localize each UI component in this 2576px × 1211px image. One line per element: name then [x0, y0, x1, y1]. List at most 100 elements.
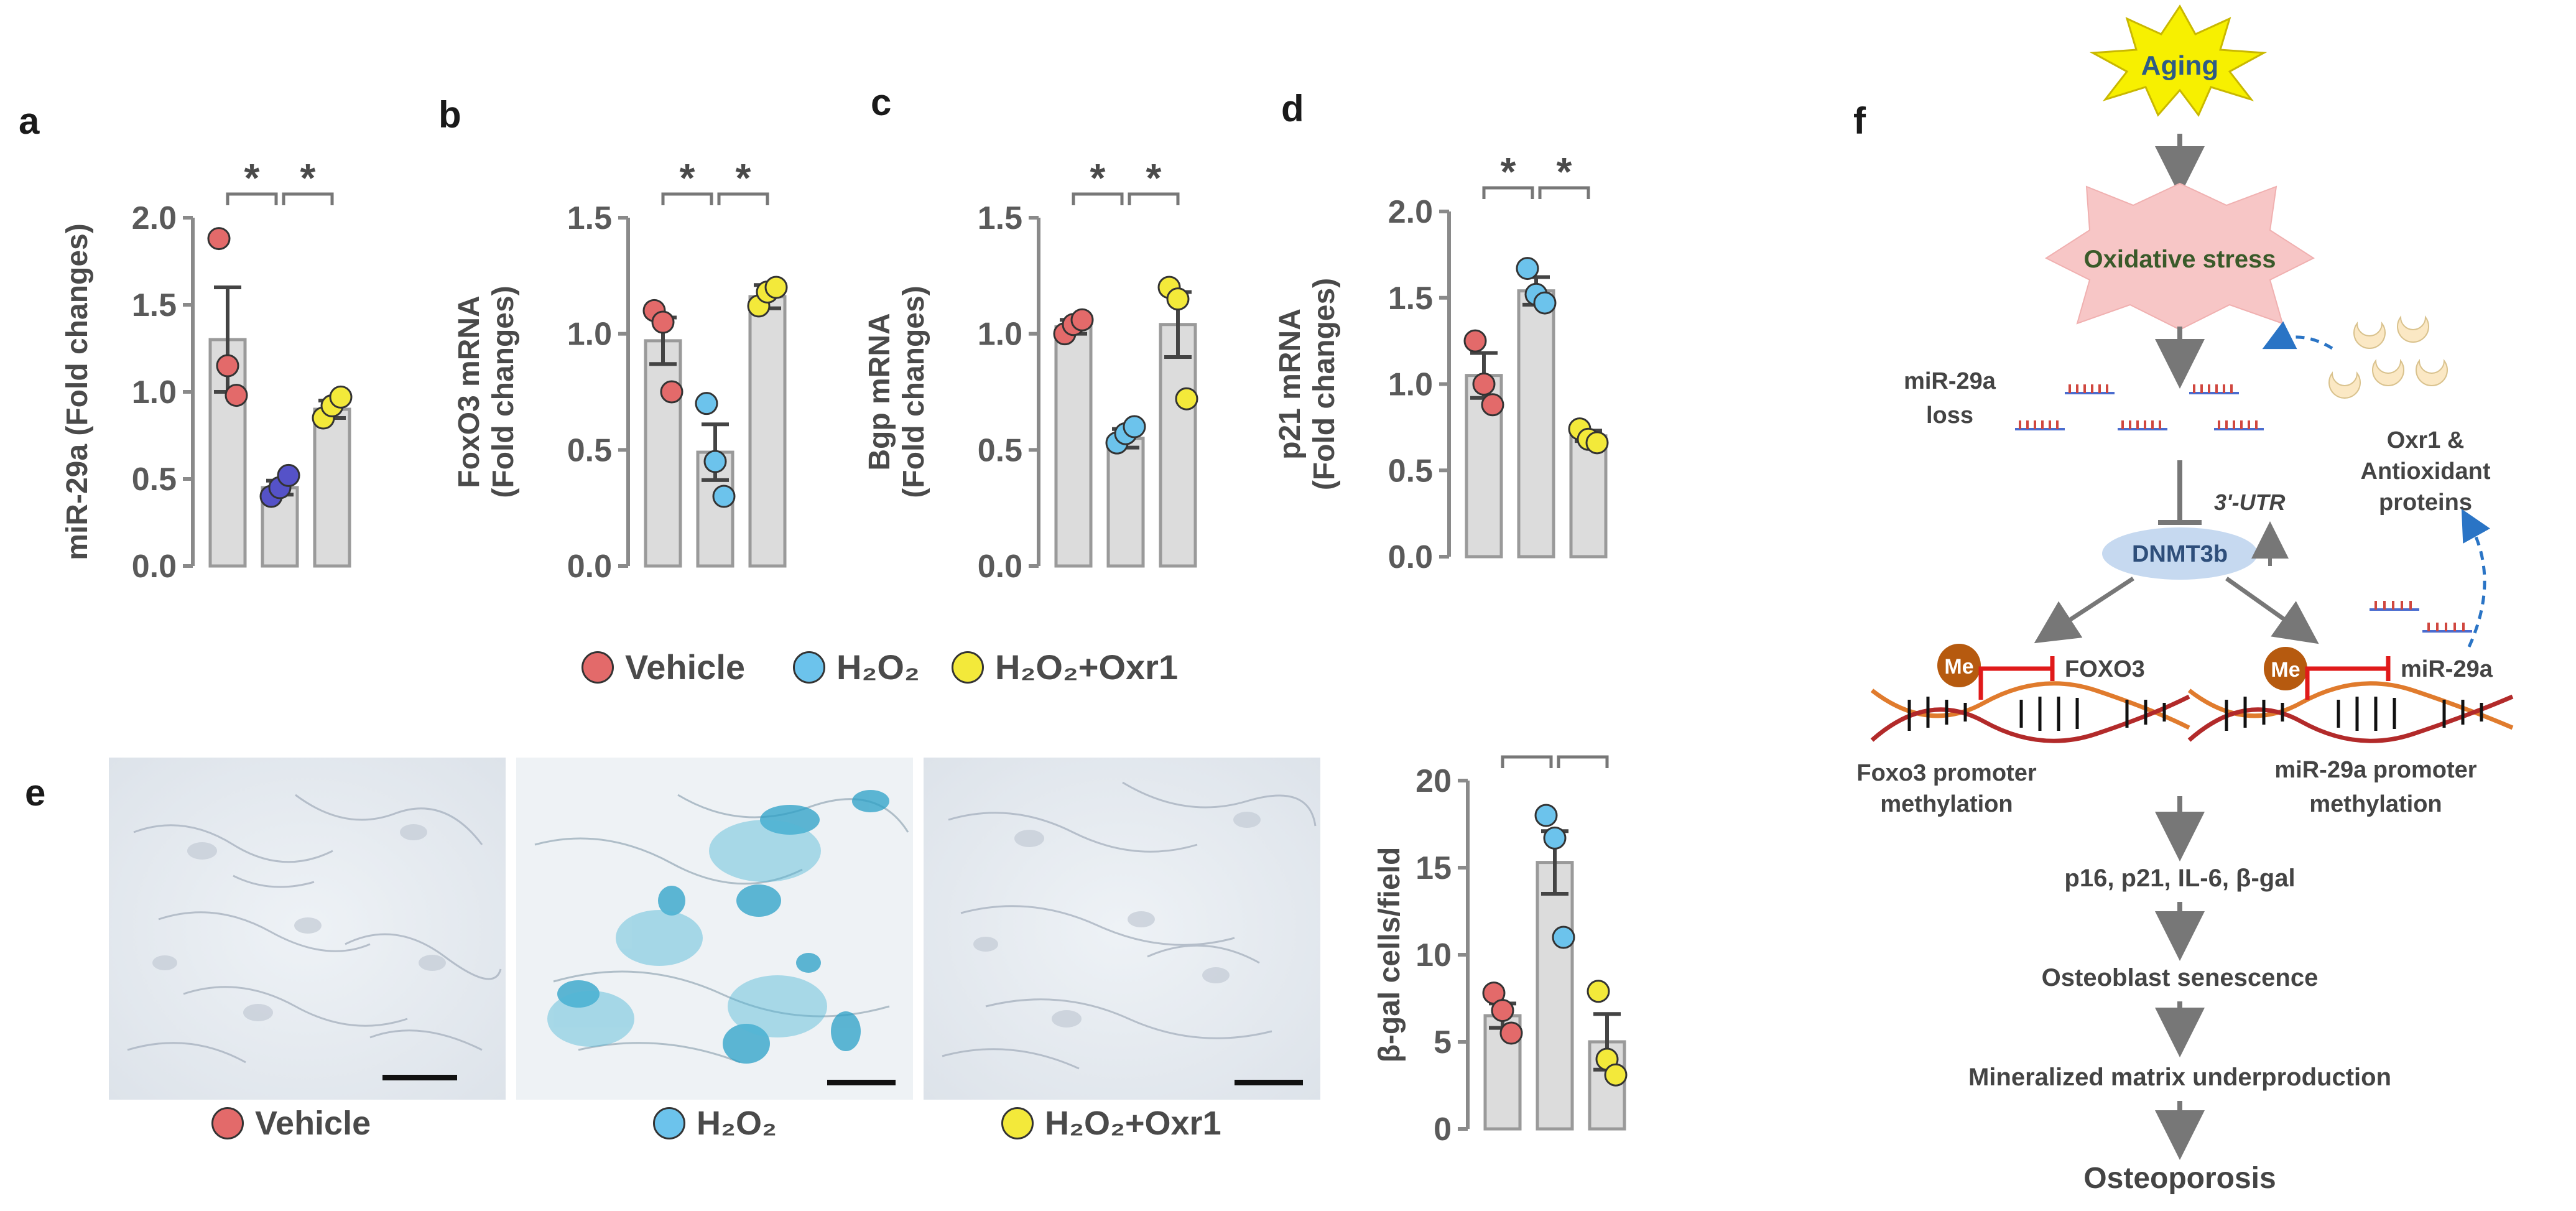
- bar: [748, 295, 787, 568]
- foxo3-label: FOXO3: [2065, 656, 2145, 682]
- data-point: [277, 463, 300, 487]
- bar: [1159, 323, 1197, 568]
- scale-bar: [382, 1075, 457, 1080]
- methyl-badge-right: [2264, 647, 2307, 690]
- data-point: [695, 392, 718, 415]
- micrograph-label-h2o2: H₂O₂: [653, 1104, 777, 1143]
- y-tick-label: 1.0: [1388, 367, 1433, 403]
- panel-letter-b: b: [438, 94, 461, 136]
- y-tick-label: 1.0: [567, 317, 612, 353]
- oxidative-stress-label: Oxidative stress: [2083, 246, 2276, 273]
- bar-chart-foxo3: 0.0 0.5 1.0 1.5 FoxO3 mRNA (Fold changes) * *: [453, 155, 788, 585]
- significance-bracket: [1557, 755, 1609, 768]
- y-axis-label: FoxO3 mRNA: [453, 295, 486, 488]
- bar-chart-beta-gal: 0 5 10 15 20 β-gal cells/field * *: [1373, 746, 1628, 1148]
- micrograph-label-vehicle-text: Vehicle: [255, 1105, 371, 1142]
- data-point: [1604, 1063, 1628, 1087]
- dashed-arrow-to-stress: [2262, 321, 2333, 350]
- mineralized-matrix-label: Mineralized matrix underproduction: [1968, 1064, 2391, 1091]
- significance-bracket: [1128, 192, 1180, 205]
- foxo3-promoter-label-2: methylation: [1880, 791, 2013, 817]
- micrograph-h2o2-oxr1: [924, 758, 1320, 1100]
- data-point: [1587, 980, 1610, 1003]
- dnmt3b-label: DNMT3b: [2132, 541, 2228, 567]
- y-tick-label: 2.0: [1388, 194, 1433, 230]
- legend-vehicle: Vehicle: [581, 647, 745, 687]
- mir-promoter-label-2: methylation: [2309, 791, 2442, 817]
- y-tick-label: 0.5: [978, 432, 1022, 468]
- bar: [1569, 434, 1608, 559]
- y-axis-label-line-2: (Fold changes): [487, 285, 520, 498]
- legend-dot-vehicle: [581, 651, 614, 684]
- mirna-glyphs: [2015, 384, 2264, 430]
- y-tick-label: 0.0: [567, 549, 612, 585]
- arrow-right-branch: [2225, 577, 2319, 644]
- y-tick-label: 0.5: [1388, 453, 1433, 489]
- data-point: [1481, 393, 1504, 417]
- legend-dot-h2o2-oxr1: [952, 651, 984, 684]
- bar: [313, 407, 351, 568]
- y-tick-label: 0.0: [132, 549, 177, 585]
- bar: [1536, 861, 1574, 1131]
- legend-dot-h2o2: [793, 651, 825, 684]
- inhibit-foxo3: [1978, 666, 2052, 700]
- mir29a-loss-label-1: miR-29a: [1904, 368, 1996, 394]
- y-tick-label: 0.5: [567, 432, 612, 468]
- panel-letter-c: c: [871, 81, 892, 123]
- dashed-arrow-to-oxr1: [2461, 509, 2490, 648]
- methyl-badge-left: [1937, 644, 1981, 687]
- micrograph-label-h2o2-oxr1-text: H₂O₂+Oxr1: [1045, 1105, 1221, 1142]
- significance-bracket: [1501, 755, 1553, 768]
- data-point: [651, 310, 675, 334]
- panel-letter-d: d: [1281, 88, 1304, 129]
- methyl-label-right: Me: [2271, 658, 2300, 682]
- data-point: [1491, 999, 1514, 1023]
- panel-letter-e: e: [25, 772, 46, 814]
- y-axis-label-line-2: (Fold changes): [1308, 278, 1341, 490]
- y-tick-label: 15: [1415, 850, 1452, 886]
- legend-label-h2o2-oxr1: H₂O₂+Oxr1: [995, 647, 1179, 687]
- significance-star: *: [300, 155, 316, 200]
- data-point: [1533, 291, 1557, 315]
- significance-bracket: [282, 192, 334, 205]
- data-point: [1472, 373, 1496, 396]
- y-tick-label: 10: [1415, 937, 1452, 973]
- significance-bracket: [1482, 186, 1534, 199]
- significance-bracket: [226, 192, 278, 205]
- data-point: [1534, 804, 1558, 827]
- label-dot-vehicle: [211, 1107, 244, 1139]
- y-axis-label: miR-29a (Fold changes): [61, 223, 94, 560]
- micrograph-h2o2: [516, 758, 913, 1100]
- oxr1-label-3: proteins: [2379, 490, 2472, 516]
- y-tick-label: 1.5: [1388, 281, 1433, 317]
- legend-h2o2-oxr1: H₂O₂+Oxr1: [952, 647, 1178, 687]
- osteoblast-senescence-label: Osteoblast senescence: [2042, 964, 2319, 991]
- data-point: [703, 450, 727, 473]
- data-point: [1463, 329, 1487, 353]
- y-tick-label: 1.5: [567, 200, 612, 236]
- label-dot-h2o2: [653, 1107, 685, 1139]
- data-point: [1516, 257, 1539, 281]
- data-point: [1070, 308, 1094, 332]
- mirna-glyphs-right: [2370, 601, 2472, 633]
- oxr1-label-2: Antioxidant: [2361, 458, 2491, 485]
- inhibit-mir29a: [2305, 666, 2388, 700]
- panel-letter-a: a: [19, 100, 40, 142]
- significance-star: *: [1557, 149, 1572, 194]
- bar: [1106, 437, 1145, 568]
- scale-bar: [1235, 1080, 1303, 1085]
- significance-star: *: [1090, 155, 1106, 200]
- data-point: [216, 354, 239, 378]
- y-tick-label: 0: [1434, 1111, 1452, 1148]
- y-axis-label: p21 mRNA: [1274, 309, 1307, 460]
- data-point: [225, 384, 248, 407]
- aging-label: Aging: [2141, 50, 2219, 81]
- senescence-markers-label: p16, p21, IL-6, β-gal: [2064, 865, 2295, 892]
- y-tick-label: 20: [1415, 763, 1452, 799]
- y-tick-label: 1.5: [132, 287, 177, 323]
- legend-h2o2: H₂O₂: [793, 647, 920, 687]
- significance-bracket: [1538, 186, 1590, 199]
- significance-bracket: [661, 192, 713, 205]
- y-tick-label: 5: [1434, 1024, 1452, 1060]
- data-point: [1166, 287, 1190, 311]
